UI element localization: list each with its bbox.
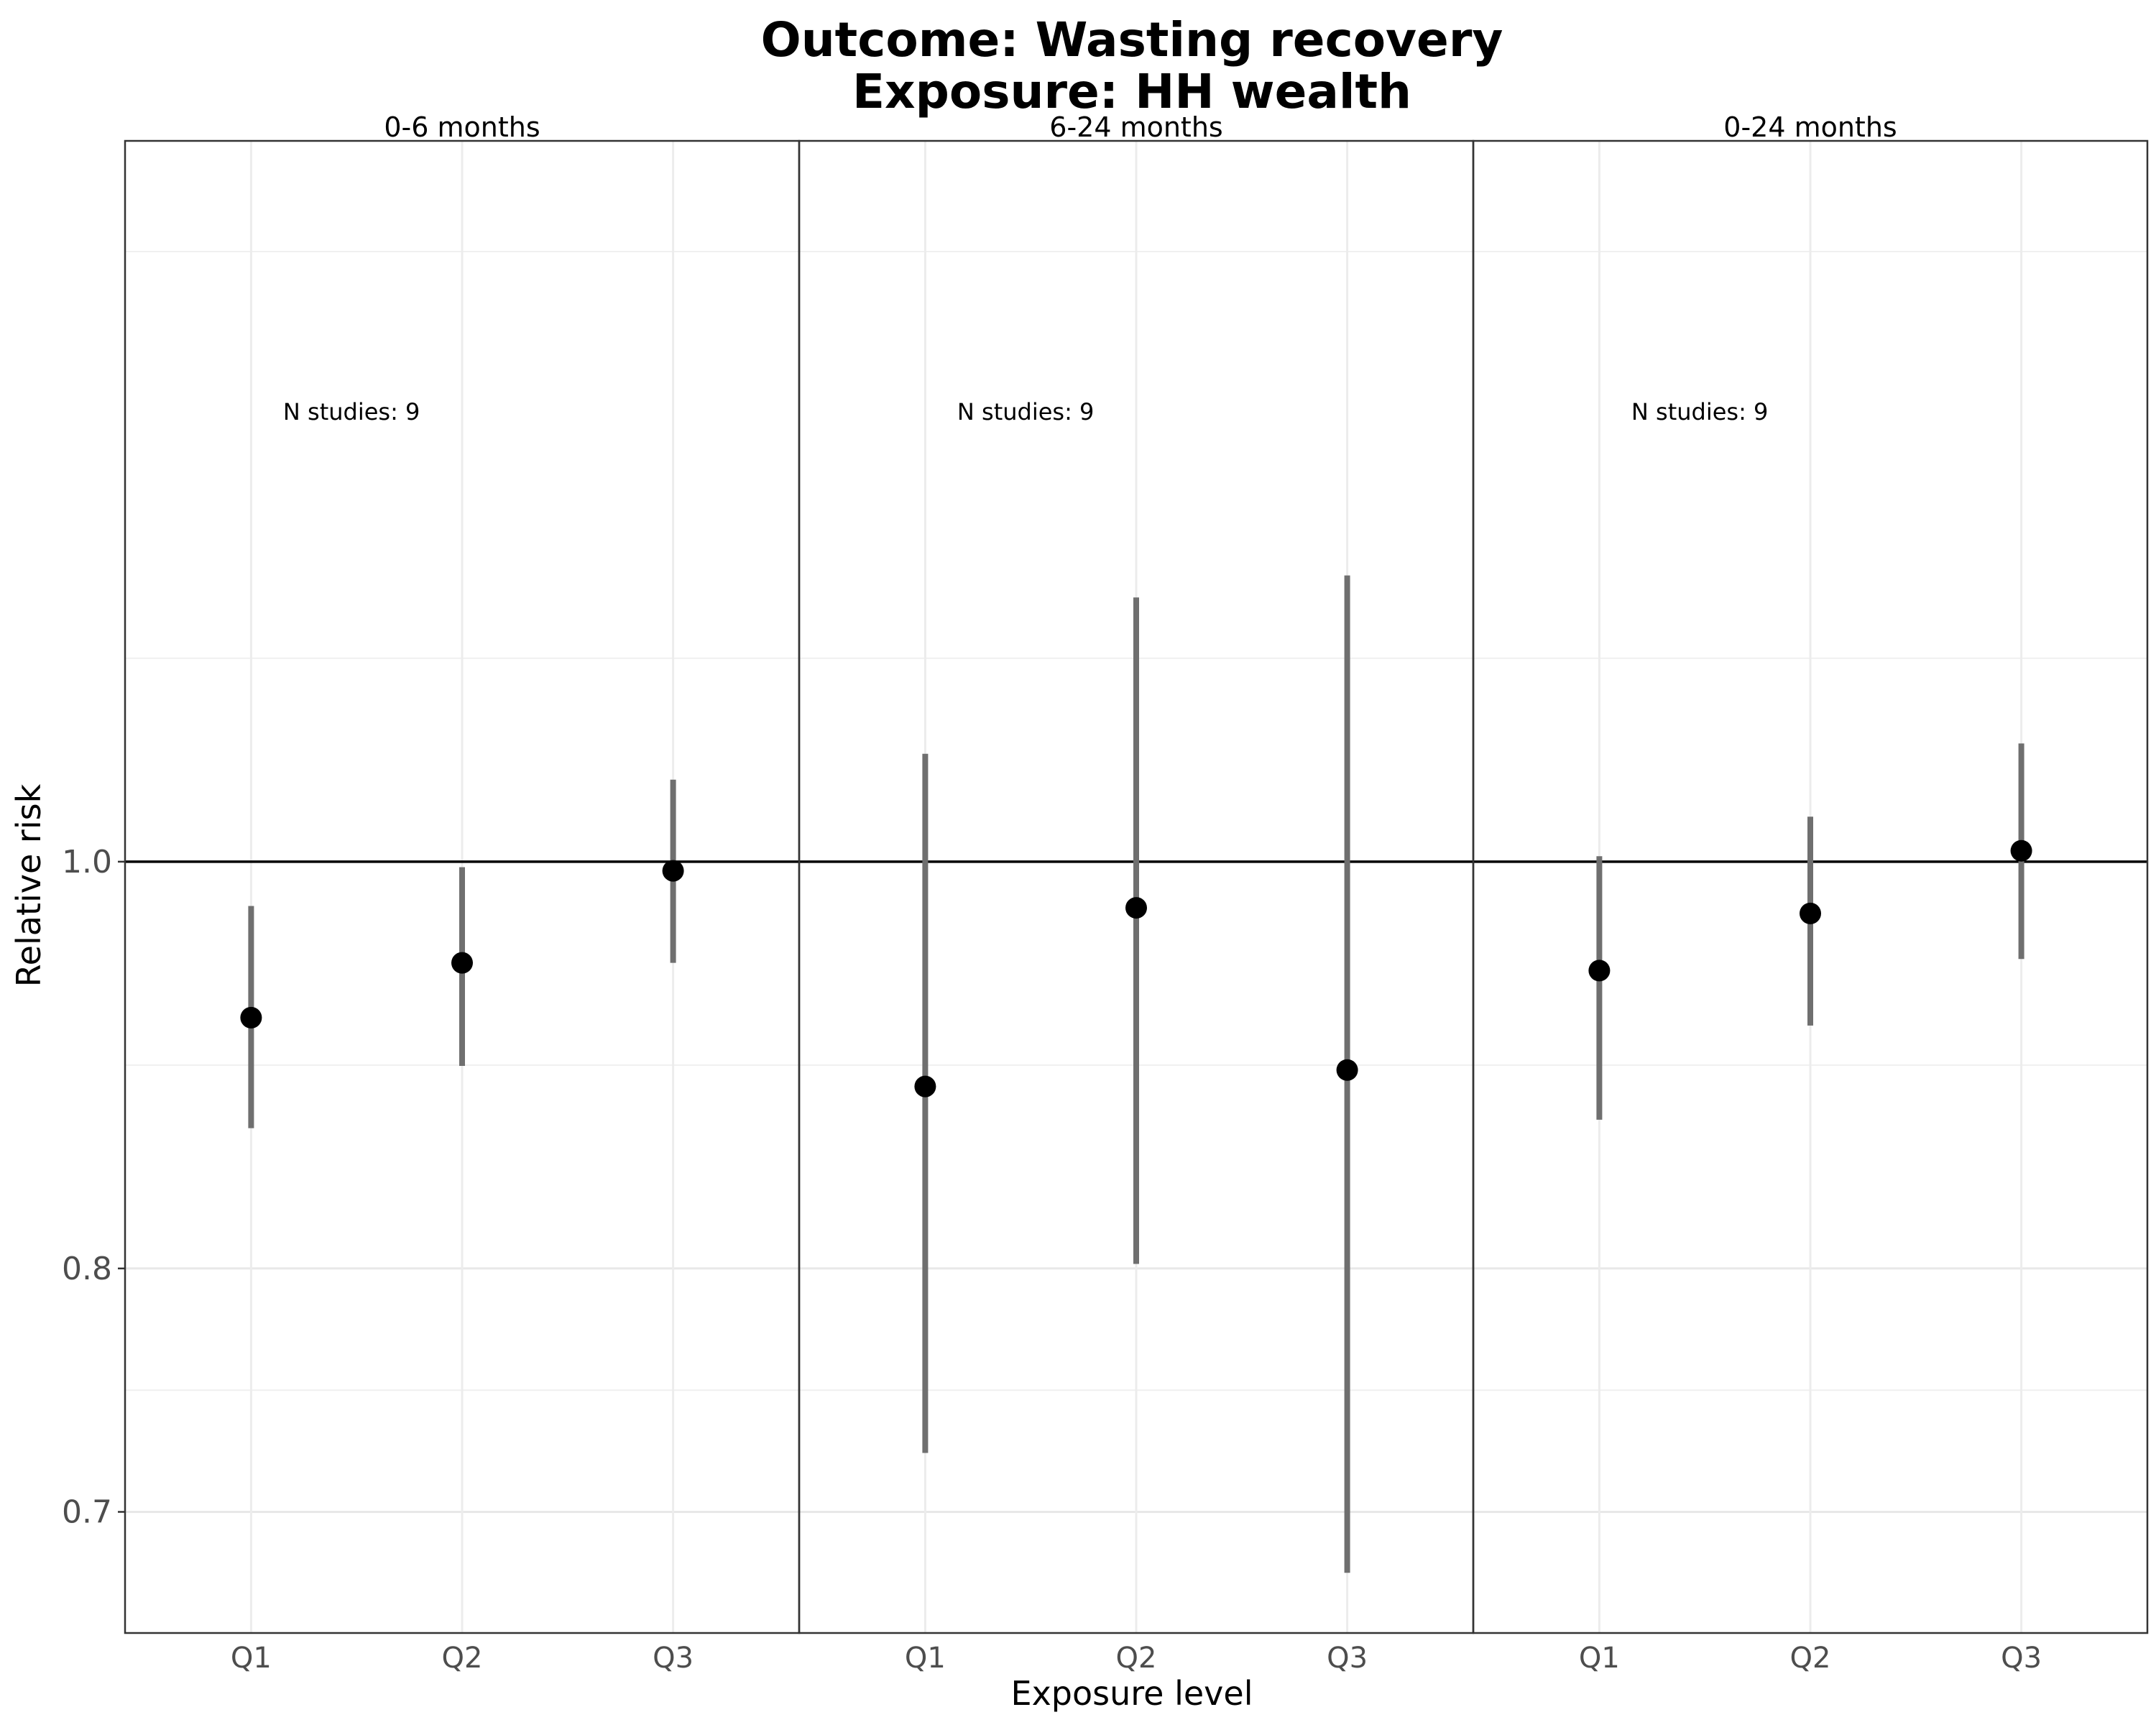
point-0-24 months-Q1 — [1588, 960, 1611, 982]
y-tick-label: 0.7 — [62, 1494, 112, 1530]
x-tick-label: Q3 — [653, 1642, 694, 1675]
x-tick-label: Q2 — [1116, 1642, 1157, 1675]
point-0-6 months-Q2 — [451, 952, 473, 974]
x-tick-label: Q2 — [442, 1642, 483, 1675]
n-studies-annotation: N studies: 9 — [283, 398, 420, 426]
point-0-24 months-Q3 — [2010, 840, 2032, 862]
labels: 0-6 months N studies: 9 Q1 Q2 Q3 6-24 months N… — [62, 111, 2042, 1675]
facet-label: 6-24 months — [1049, 111, 1222, 143]
point-estimates — [240, 840, 2032, 1098]
point-0-6 months-Q1 — [240, 1006, 262, 1029]
y-tick-label: 0.8 — [62, 1251, 112, 1287]
point-0-24 months-Q2 — [1800, 902, 1821, 924]
x-tick-label: Q1 — [231, 1642, 272, 1675]
y-axis-label: Relative risk — [9, 783, 48, 987]
x-tick-label: Q3 — [1327, 1642, 1368, 1675]
point-6-24 months-Q3 — [1336, 1059, 1358, 1081]
x-tick-label: Q3 — [2001, 1642, 2042, 1675]
x-tick-label: Q1 — [905, 1642, 946, 1675]
chart-subtitle: Exposure: HH wealth — [852, 64, 1411, 119]
n-studies-annotation: N studies: 9 — [957, 398, 1094, 426]
point-6-24 months-Q1 — [914, 1075, 936, 1098]
facet-label: 0-6 months — [384, 111, 540, 143]
point-6-24 months-Q2 — [1125, 897, 1147, 919]
x-axis-label: Exposure level — [1011, 1674, 1253, 1713]
facet-label: 0-24 months — [1723, 111, 1897, 143]
panel-frame — [1472, 139, 2149, 1634]
x-tick-label: Q2 — [1790, 1642, 1831, 1675]
point-0-6 months-Q3 — [662, 860, 684, 882]
x-tick-label: Q1 — [1579, 1642, 1620, 1675]
y-tick-label: 1.0 — [62, 844, 112, 880]
n-studies-annotation: N studies: 9 — [1631, 398, 1768, 426]
panel-frames — [124, 139, 2149, 1634]
chart-title: Outcome: Wasting recovery — [761, 12, 1503, 68]
